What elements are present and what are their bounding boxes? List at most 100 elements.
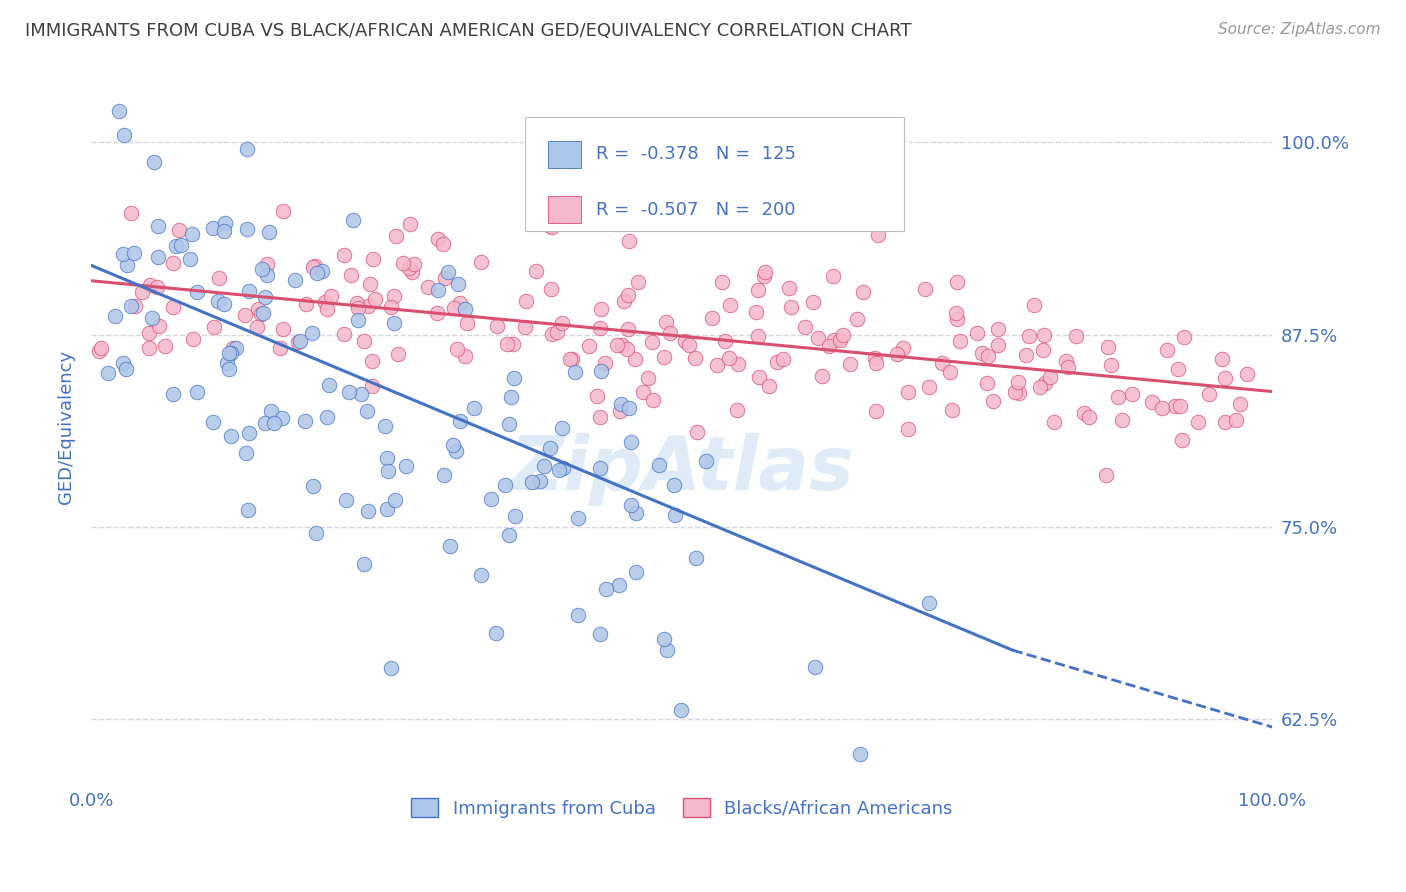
Point (1043, 415, 1066, 429)
Point (717, 351, 740, 365)
Point (1166, 361, 1188, 376)
Point (1168, 399, 1191, 413)
Point (307, 266, 329, 280)
Point (718, 297, 741, 311)
Point (613, 293, 636, 308)
Point (828, 333, 851, 347)
Point (380, 301, 402, 315)
Point (1078, 410, 1101, 425)
Point (1007, 375, 1029, 389)
Point (364, 292, 387, 306)
Point (515, 293, 537, 308)
Point (695, 454, 717, 468)
Point (522, 475, 544, 489)
Point (115, 361, 138, 376)
Point (374, 419, 396, 434)
Point (801, 294, 824, 309)
Point (146, 250, 169, 264)
Point (1015, 348, 1038, 362)
Point (233, 308, 256, 322)
FancyBboxPatch shape (548, 196, 582, 223)
Text: IMMIGRANTS FROM CUBA VS BLACK/AFRICAN AMERICAN GED/EQUIVALENCY CORRELATION CHART: IMMIGRANTS FROM CUBA VS BLACK/AFRICAN AM… (25, 22, 912, 40)
Point (981, 393, 1004, 408)
Point (1171, 433, 1194, 447)
Point (655, 643, 678, 657)
Point (287, 335, 309, 350)
Point (316, 409, 339, 424)
Point (315, 301, 337, 316)
Point (567, 511, 589, 525)
Point (502, 370, 524, 384)
Point (823, 333, 845, 347)
Point (589, 627, 612, 641)
Point (1236, 367, 1258, 381)
Point (1211, 351, 1233, 366)
Point (162, 387, 184, 401)
Point (683, 351, 706, 366)
Point (673, 334, 696, 349)
Point (288, 334, 311, 349)
Point (90, 341, 112, 355)
Point (589, 410, 612, 425)
Point (122, 246, 145, 260)
Point (124, 300, 146, 314)
Point (987, 322, 1010, 336)
Point (561, 352, 583, 367)
Point (1140, 394, 1163, 409)
Point (610, 338, 633, 352)
Point (624, 506, 647, 520)
Point (87, 344, 110, 359)
Point (250, 307, 273, 321)
Point (560, 352, 582, 367)
Point (111, 247, 134, 261)
Point (607, 578, 630, 592)
Point (120, 299, 142, 313)
Point (725, 403, 748, 417)
Point (1099, 359, 1122, 373)
Point (804, 660, 827, 674)
Point (538, 442, 561, 456)
Point (454, 349, 477, 363)
Point (145, 279, 167, 293)
Point (845, 311, 868, 326)
Point (863, 351, 886, 365)
Point (222, 341, 245, 355)
Point (778, 281, 800, 295)
Point (1187, 416, 1209, 430)
Point (311, 264, 333, 278)
Point (162, 301, 184, 315)
Point (346, 312, 368, 326)
Point (617, 234, 640, 248)
Point (236, 221, 259, 235)
Point (498, 417, 520, 431)
Point (754, 264, 776, 278)
Point (685, 551, 707, 566)
Point (593, 355, 616, 369)
Point (256, 257, 278, 271)
Point (807, 331, 830, 345)
Point (686, 425, 709, 439)
Point (207, 293, 229, 308)
Point (1064, 328, 1087, 343)
Point (375, 501, 398, 516)
Point (865, 356, 887, 370)
Point (620, 498, 643, 512)
Point (246, 320, 269, 334)
Point (385, 229, 408, 244)
Point (606, 337, 628, 351)
FancyBboxPatch shape (548, 141, 582, 168)
Point (392, 256, 415, 270)
Point (186, 385, 208, 400)
Point (470, 255, 492, 269)
Point (610, 397, 633, 411)
Point (384, 492, 406, 507)
Point (945, 276, 967, 290)
Point (664, 508, 686, 522)
Point (353, 557, 375, 571)
Point (567, 608, 589, 623)
Point (447, 277, 470, 292)
Point (433, 467, 456, 482)
Point (273, 322, 295, 336)
Legend: Immigrants from Cuba, Blacks/African Americans: Immigrants from Cuba, Blacks/African Ame… (404, 791, 960, 825)
Point (627, 275, 650, 289)
